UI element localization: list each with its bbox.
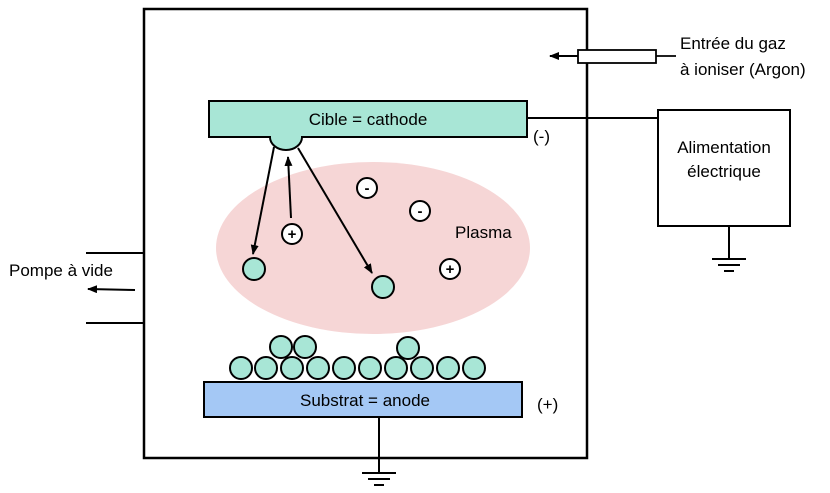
pump-arrow-icon: [87, 285, 136, 294]
negative-ion: -: [356, 177, 378, 199]
sputtered-atom: [371, 275, 395, 299]
gas-inlet-label-line1: Entrée du gaz: [680, 34, 786, 53]
ground-icon: [362, 472, 396, 486]
ground-icon: [712, 258, 746, 272]
ion-impact-arrow: [284, 156, 293, 219]
plasma-label: Plasma: [455, 223, 512, 242]
positive-ion: +: [281, 223, 303, 245]
ejection-arrow-right: [297, 147, 373, 274]
power-supply-label-line2: électrique: [687, 162, 761, 181]
power-supply-box: [657, 109, 791, 227]
anode-polarity: (+): [537, 395, 558, 414]
substrate-label: Substrat = anode: [300, 391, 430, 410]
gas-inlet: Entrée du gaz à ioniser (Argon): [549, 34, 806, 79]
vacuum-pump-label: Pompe à vide: [9, 261, 113, 280]
vacuum-pump: Pompe à vide: [9, 252, 144, 324]
substrate-plate: [203, 381, 523, 418]
svg-text:+: +: [288, 226, 297, 243]
positive-ion: +: [439, 258, 461, 280]
deposited-film: [229, 335, 486, 380]
plasma-cloud: [216, 162, 530, 334]
target-indent: [269, 136, 303, 151]
vacuum-chamber: [142, 7, 589, 460]
svg-text:+: +: [446, 261, 455, 278]
svg-text:-: -: [418, 203, 423, 220]
ejection-arrow-left: [250, 146, 275, 255]
negative-ion: -: [409, 200, 431, 222]
target-cathode: Cible = cathode: [208, 100, 528, 151]
cathode-polarity: (-): [533, 127, 550, 146]
target-label: Cible = cathode: [309, 110, 428, 129]
power-supply: Alimentation électrique: [657, 109, 791, 259]
substrate-anode: Substrat = anode: [203, 381, 523, 418]
svg-text:-: -: [365, 180, 370, 197]
power-supply-label-line1: Alimentation: [677, 138, 771, 157]
gas-inlet-label-line2: à ioniser (Argon): [680, 60, 806, 79]
gas-inlet-tube: [577, 49, 657, 64]
sputtered-atom: [242, 257, 266, 281]
